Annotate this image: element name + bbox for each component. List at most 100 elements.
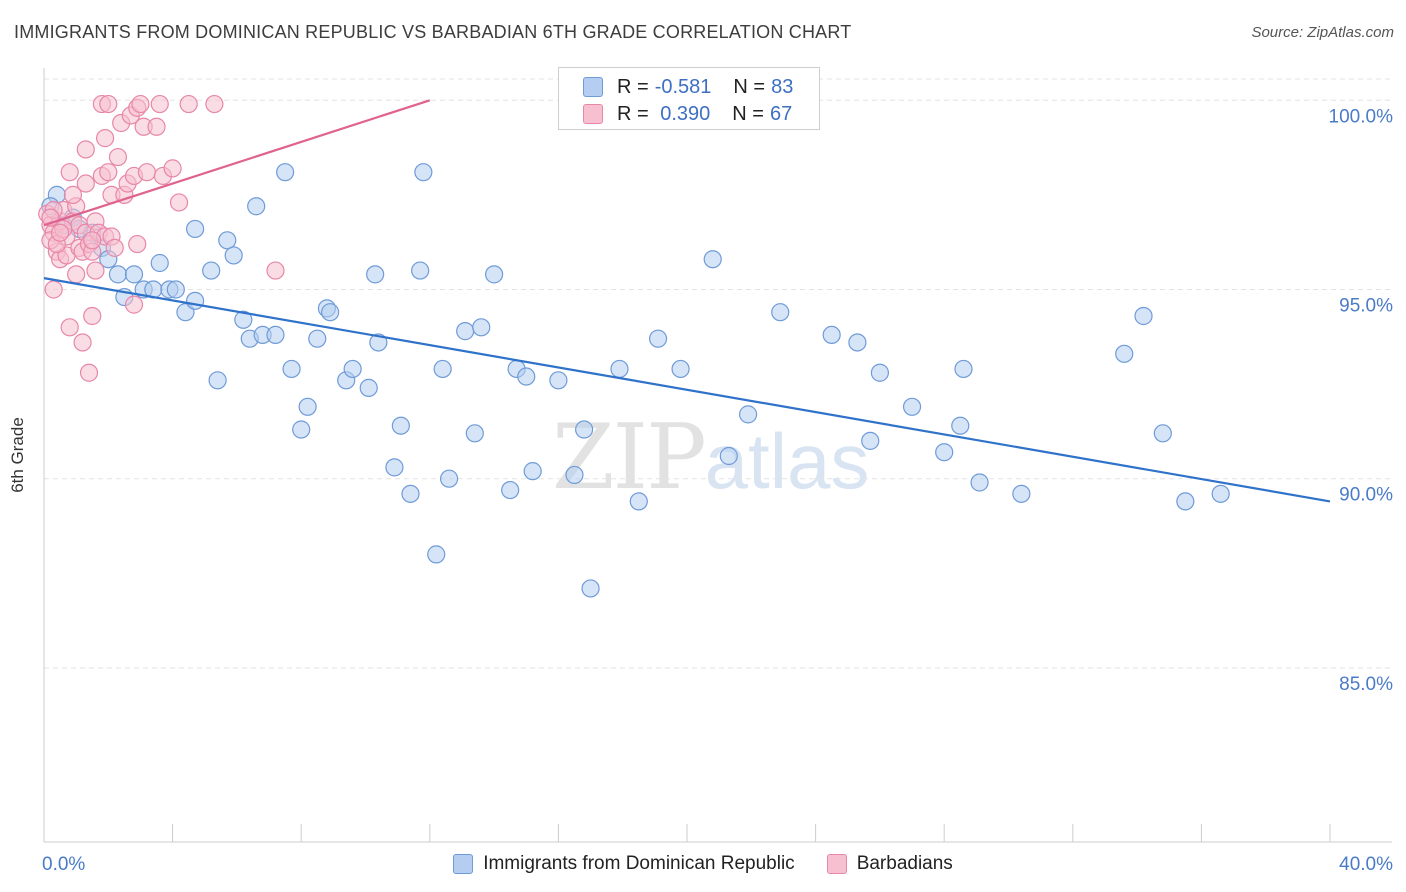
- data-point-pink: [124, 295, 144, 314]
- series-legend: Immigrants from Dominican Republic Barba…: [0, 853, 1406, 875]
- data-point-blue: [385, 458, 404, 477]
- data-point-pink: [147, 117, 166, 136]
- data-point-pink: [169, 193, 189, 212]
- series-barbadian-points: [38, 94, 661, 382]
- legend-item-dominican[interactable]: Immigrants from Dominican Republic: [453, 853, 795, 875]
- data-point-blue: [186, 291, 205, 310]
- data-point-blue: [298, 397, 317, 416]
- stats-legend: R = -0.581 N = 83 R = 0.390 N = 67: [558, 67, 820, 130]
- axes: [43, 68, 1392, 843]
- data-point-blue: [234, 310, 253, 329]
- data-point-blue: [671, 359, 690, 379]
- data-point-blue: [186, 219, 205, 239]
- data-point-blue: [738, 405, 758, 424]
- data-point-blue: [465, 424, 484, 443]
- data-point-blue: [629, 492, 648, 511]
- data-point-pink: [60, 318, 79, 337]
- y-tick-label: 90.0%: [1339, 485, 1393, 506]
- legend-swatch-pink: [583, 104, 603, 124]
- data-point-blue: [439, 469, 459, 488]
- data-point-pink: [99, 163, 118, 182]
- data-point-blue: [485, 265, 504, 284]
- data-point-blue: [517, 367, 536, 386]
- y-tick-label: 100.0%: [1329, 106, 1394, 127]
- y-tick-label: 95.0%: [1339, 295, 1393, 316]
- legend-row-dominican: R = -0.581 N = 83: [583, 75, 793, 99]
- data-point-pink: [63, 185, 83, 204]
- data-point-blue: [321, 303, 340, 322]
- data-point-blue: [427, 545, 446, 564]
- data-point-pink: [105, 238, 124, 257]
- data-point-blue: [771, 303, 790, 322]
- data-point-blue: [124, 265, 144, 284]
- data-point-blue: [369, 333, 388, 352]
- x-tick-label-max: 40.0%: [1339, 854, 1393, 875]
- chart-title: IMMIGRANTS FROM DOMINICAN REPUBLIC VS BA…: [14, 22, 852, 42]
- data-point-blue: [951, 416, 970, 435]
- data-point-blue: [359, 378, 378, 397]
- legend-r-value: 0.390: [654, 102, 711, 125]
- legend-label-dominican: Immigrants from Dominican Republic: [483, 853, 795, 874]
- data-point-pink: [73, 333, 92, 352]
- legend-row-barbadian: R = 0.390 N = 67: [583, 102, 792, 126]
- data-point-blue: [523, 462, 542, 481]
- data-point-blue: [414, 163, 433, 182]
- data-point-blue: [247, 197, 266, 216]
- data-point-pink: [44, 280, 63, 299]
- data-point-pink: [76, 140, 95, 159]
- data-point-blue: [565, 465, 584, 485]
- legend-swatch-blue: [583, 77, 603, 97]
- data-point-blue: [549, 371, 568, 390]
- source-credit: Source: ZipAtlas.com: [1251, 24, 1394, 41]
- data-point-blue: [266, 325, 285, 345]
- legend-r-value: -0.581: [654, 75, 712, 98]
- data-point-blue: [276, 163, 295, 182]
- data-point-blue: [501, 480, 520, 500]
- trend-line-blue: [43, 277, 1331, 503]
- data-point-pink: [83, 231, 102, 250]
- legend-item-barbadian[interactable]: Barbadians: [826, 853, 953, 875]
- data-point-pink: [50, 223, 70, 242]
- data-point-pink: [150, 94, 169, 114]
- y-tick-label: 85.0%: [1339, 674, 1393, 695]
- data-point-pink: [79, 363, 99, 382]
- trend-line-pink: [43, 99, 431, 227]
- data-point-blue: [224, 246, 243, 265]
- data-point-pink: [83, 306, 102, 326]
- data-point-pink: [137, 163, 156, 182]
- data-point-blue: [433, 359, 452, 379]
- data-point-blue: [411, 261, 430, 280]
- data-point-blue: [1115, 344, 1134, 363]
- legend-label-barbadian: Barbadians: [856, 853, 953, 874]
- series-dominican-points: [41, 163, 1230, 598]
- data-point-pink: [179, 94, 198, 114]
- legend-n-label: N =: [732, 102, 764, 125]
- legend-n-value: 83: [771, 75, 794, 98]
- data-point-blue: [282, 359, 301, 379]
- data-point-pink: [99, 94, 118, 114]
- data-point-blue: [703, 250, 722, 269]
- data-point-blue: [150, 253, 169, 273]
- data-point-blue: [1153, 424, 1172, 443]
- data-point-blue: [902, 397, 922, 416]
- data-point-blue: [648, 329, 668, 348]
- legend-r-label: R =: [617, 75, 649, 98]
- legend-n-value: 67: [769, 102, 793, 125]
- data-point-blue: [1176, 492, 1195, 511]
- data-point-blue: [1211, 484, 1230, 503]
- data-point-blue: [391, 416, 410, 435]
- legend-swatch-blue: [453, 854, 474, 874]
- data-point-blue: [970, 473, 989, 492]
- data-point-blue: [719, 446, 738, 466]
- data-point-blue: [1012, 484, 1031, 503]
- data-point-blue: [472, 318, 491, 337]
- data-point-blue: [366, 265, 385, 284]
- data-point-pink: [266, 261, 285, 280]
- legend-r-label: R =: [617, 102, 649, 125]
- data-point-blue: [954, 359, 973, 379]
- gridlines: [44, 78, 1392, 669]
- data-point-blue: [343, 359, 362, 379]
- data-point-blue: [861, 431, 880, 450]
- legend-n-label: N =: [733, 75, 766, 98]
- data-point-pink: [108, 147, 128, 167]
